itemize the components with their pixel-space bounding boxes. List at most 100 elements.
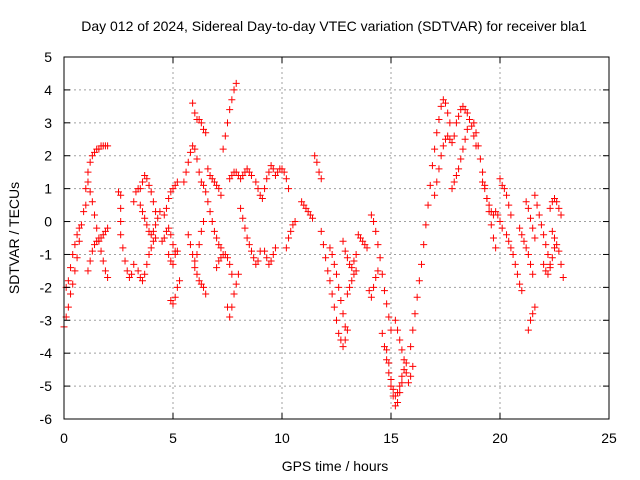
data-point [450,178,458,186]
data-point [224,254,231,262]
data-point [143,175,151,183]
data-point [291,218,299,226]
data-point [400,356,408,364]
data-point [339,343,347,351]
y-tick-label: -2 [40,279,53,295]
data-point [383,346,391,354]
plot-border [63,56,610,420]
data-point [509,250,517,258]
data-point [529,310,537,318]
data-point [64,277,72,285]
data-point [428,162,436,170]
data-point [287,227,295,235]
data-point [328,250,336,258]
data-point [385,313,393,321]
data-point [376,254,384,262]
data-point [524,250,532,258]
data-point [479,168,487,176]
data-point [391,316,399,324]
data-point [165,250,173,258]
data-point [86,257,94,265]
data-point [328,290,336,298]
data-point [217,244,225,252]
data-point [147,244,155,252]
data-point [527,316,535,324]
data-point [551,234,558,242]
data-point [407,372,415,380]
data-point [402,369,410,377]
data-point [247,247,255,255]
x-tick-label: 0 [60,430,68,446]
data-point [343,290,351,298]
data-point [197,227,205,235]
data-point [435,165,443,173]
data-point [149,198,157,206]
data-point [75,224,83,232]
data-point [537,221,545,229]
data-point [330,260,338,268]
data-point [409,326,417,334]
data-point [531,303,539,311]
data-point [86,188,94,196]
data-point [193,155,201,163]
data-point [195,168,203,176]
data-point [160,234,168,242]
data-point [352,267,360,275]
data-point [413,293,421,301]
data-point [474,142,482,150]
data-point [542,241,550,249]
data-point [226,106,234,114]
data-point [282,175,290,183]
x-tick-labels: 0 5 10 15 20 25 [60,430,617,446]
y-tick-labels: -6 -5 -4 -3 -2 -1 0 1 2 3 4 5 [40,49,53,427]
data-point [261,247,269,255]
data-point [309,214,317,222]
data-point [217,191,225,199]
data-point [481,185,489,193]
data-point [540,260,548,268]
data-point [367,211,375,219]
x-tick-label: 25 [601,430,617,446]
data-point [398,346,406,354]
x-tick-label: 5 [169,430,177,446]
data-point [546,264,554,272]
data-point [152,234,160,242]
data-point [141,270,149,278]
data-point [202,290,210,298]
data-point [313,158,321,166]
data-point [496,218,504,226]
y-tick-label: 2 [44,148,52,164]
data-point [511,260,519,268]
data-point [450,132,458,140]
data-point [215,185,223,193]
data-point [93,224,101,232]
data-point [104,142,112,150]
data-point [193,270,201,278]
data-point [206,208,214,216]
data-point [415,277,423,285]
data-point [452,119,460,127]
y-tick-label: 3 [44,115,52,131]
data-point [387,326,395,334]
y-tick-label: 5 [44,49,52,65]
data-point [516,224,524,232]
data-point [437,152,445,160]
data-point [186,241,194,249]
data-point [548,227,556,235]
data-point [119,244,127,252]
data-point [169,300,177,308]
data-point [479,178,487,186]
data-point [271,244,279,252]
data-point [282,244,290,252]
data-point [245,241,253,249]
data-point [527,260,535,268]
data-point [213,264,221,272]
data-point [143,260,151,268]
data-point [169,260,177,268]
x-tick-label: 15 [383,430,399,446]
data-point [448,185,456,193]
data-point [527,214,535,222]
data-points [60,79,567,410]
data-point [191,109,199,117]
data-point [82,201,90,209]
